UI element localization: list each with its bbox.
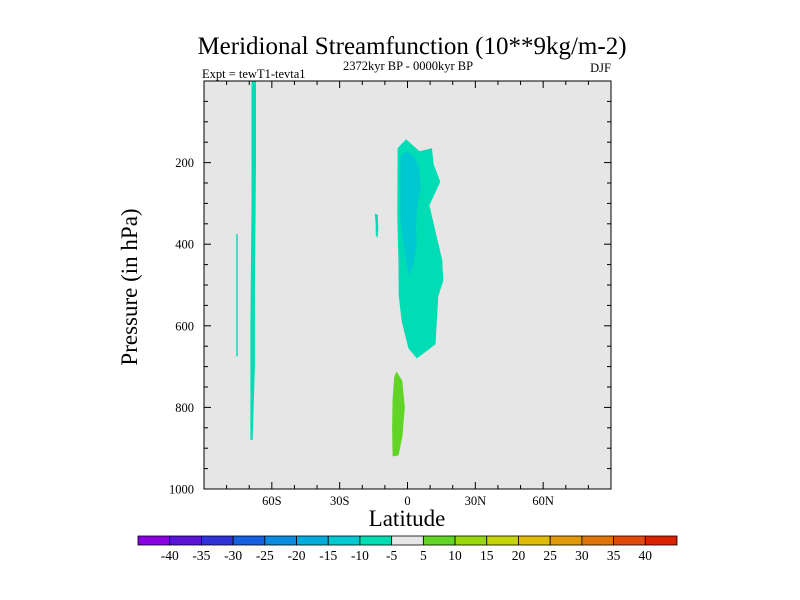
colorbar-swatch: [201, 535, 234, 546]
colorbar-swatch: [613, 535, 646, 546]
colorbar-swatch: [264, 535, 297, 546]
colorbar-swatch: [296, 535, 329, 546]
x-tick-label: 0: [404, 494, 410, 508]
colorbar-swatch: [486, 535, 519, 546]
contour-region-thin-strip: [236, 234, 238, 357]
y-tick-label: 400: [175, 238, 194, 252]
plot-area: 60S 30S 0 30N 60N 200 400 600 800 1000: [169, 80, 612, 508]
contour-regions: [236, 81, 444, 457]
colorbar-label: 5: [420, 548, 427, 563]
contour-region-small-blob: [374, 213, 379, 239]
colorbar-label: 10: [448, 548, 462, 563]
colorbar-swatch: [518, 535, 551, 546]
y-tick-label: 200: [175, 156, 194, 170]
chart-title: Meridional Streamfunction (10**9kg/m-2): [197, 33, 626, 60]
y-tick-label: 600: [175, 319, 194, 333]
colorbar-label: 15: [480, 548, 494, 563]
colorbar-label: -10: [351, 548, 369, 563]
colorbar-swatch: [391, 535, 424, 546]
colorbar-label: -30: [224, 548, 242, 563]
colorbar-swatch: [644, 535, 678, 546]
colorbar-swatch: [327, 535, 361, 546]
colorbar-label: 25: [543, 548, 557, 563]
colorbar-label: -40: [161, 548, 179, 563]
y-axis-ticks: 200 400 600 800 1000: [169, 100, 611, 497]
contour-region-polar-cell-strip: [250, 81, 256, 440]
colorbar-label: 20: [512, 548, 526, 563]
colorbar-swatch: [232, 535, 266, 546]
contour-region-tropical-cell-core: [400, 151, 421, 276]
colorbar-swatch: [169, 535, 202, 546]
y-axis-label: Pressure (in hPa): [117, 208, 142, 365]
chart-subtitle-right: DJF: [590, 61, 611, 75]
colorbar: -40 -35 -30 -25 -20 -15 -10 -5 5 10 15 20 25 30 35 40: [137, 535, 678, 563]
contour-region-lower-positive-cell: [392, 371, 405, 457]
x-axis-label: Latitude: [369, 506, 446, 531]
x-tick-label: 30S: [330, 494, 350, 508]
colorbar-swatch: [359, 535, 393, 546]
colorbar-swatch: [422, 535, 456, 546]
y-tick-label: 1000: [169, 483, 194, 497]
colorbar-swatch: [549, 535, 583, 546]
y-tick-label: 800: [175, 401, 194, 415]
colorbar-label: 40: [639, 548, 653, 563]
colorbar-label: -5: [386, 548, 397, 563]
colorbar-swatch: [454, 535, 488, 546]
colorbar-label: -35: [192, 548, 210, 563]
colorbar-swatch: [137, 535, 171, 546]
x-tick-label: 60S: [262, 494, 282, 508]
chart-subtitle-left: Expt = tewT1-tevta1: [202, 67, 306, 81]
x-tick-label: 60N: [532, 494, 554, 508]
colorbar-label: -20: [288, 548, 306, 563]
colorbar-label: -15: [319, 548, 337, 563]
x-axis-ticks: 60S 30S 0 30N 60N: [226, 81, 589, 508]
chart-subtitle-center: 2372kyr BP - 0000kyr BP: [343, 59, 473, 73]
colorbar-label: -25: [256, 548, 274, 563]
colorbar-swatch: [581, 535, 614, 546]
colorbar-label: 35: [607, 548, 621, 563]
colorbar-label: 30: [575, 548, 589, 563]
x-tick-label: 30N: [465, 494, 487, 508]
